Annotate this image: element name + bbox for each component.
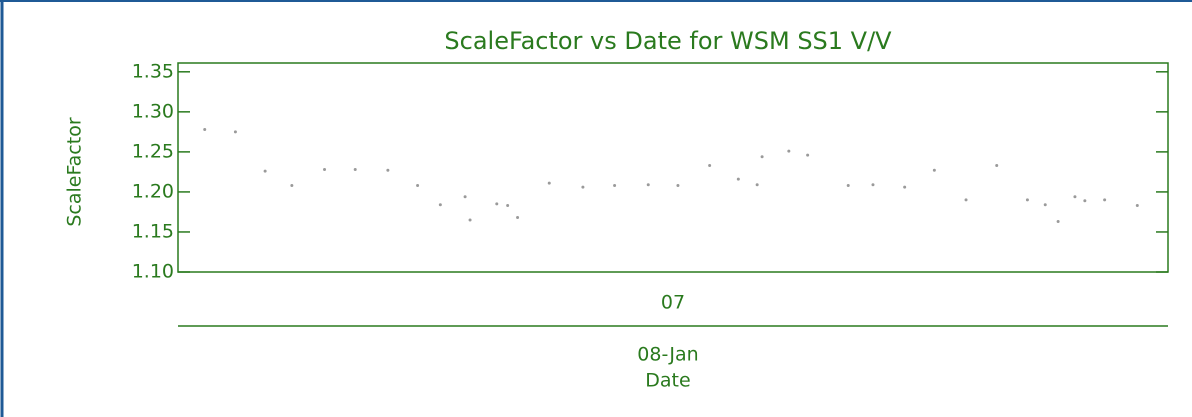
y-axis-label: ScaleFactor — [64, 117, 86, 226]
point — [760, 155, 764, 159]
point — [995, 163, 999, 167]
point — [290, 184, 294, 188]
y-tick-label: 1.35 — [132, 60, 174, 82]
point — [547, 181, 551, 185]
point — [1135, 204, 1139, 208]
x-tick-label: 07 — [661, 292, 685, 314]
x-date-label: 08-Jan — [637, 344, 698, 366]
point — [516, 216, 520, 220]
point — [871, 183, 875, 187]
point — [1025, 198, 1029, 202]
point — [613, 184, 617, 188]
point — [1083, 199, 1087, 203]
chart-title: ScaleFactor vs Date for WSM SS1 V/V — [444, 27, 892, 55]
point — [506, 204, 510, 208]
point — [787, 149, 791, 153]
point — [932, 168, 936, 172]
point — [755, 183, 759, 187]
point — [581, 185, 585, 189]
plot-frame — [177, 62, 1169, 273]
point — [964, 198, 968, 202]
point — [903, 185, 907, 189]
point — [806, 153, 810, 157]
y-tick-label: 1.10 — [132, 261, 174, 283]
point — [438, 203, 442, 207]
point — [263, 169, 267, 173]
point — [736, 177, 740, 181]
point — [233, 130, 237, 134]
point — [386, 168, 390, 172]
point — [676, 184, 680, 188]
point — [495, 202, 499, 206]
point — [1103, 198, 1107, 202]
y-tick-label: 1.15 — [132, 220, 174, 242]
point — [323, 168, 327, 172]
point — [463, 195, 467, 199]
point — [1073, 195, 1077, 199]
y-tick-label: 1.25 — [132, 140, 174, 162]
point — [646, 183, 650, 187]
point — [1043, 203, 1047, 207]
point — [203, 127, 207, 131]
y-tick-label: 1.30 — [132, 100, 174, 122]
point — [1056, 220, 1060, 224]
x-axis-label: Date — [645, 370, 690, 392]
y-tick-label: 1.20 — [132, 180, 174, 202]
point — [353, 168, 357, 172]
point — [846, 184, 850, 188]
point — [416, 184, 420, 188]
point — [468, 218, 472, 222]
point — [708, 163, 712, 167]
